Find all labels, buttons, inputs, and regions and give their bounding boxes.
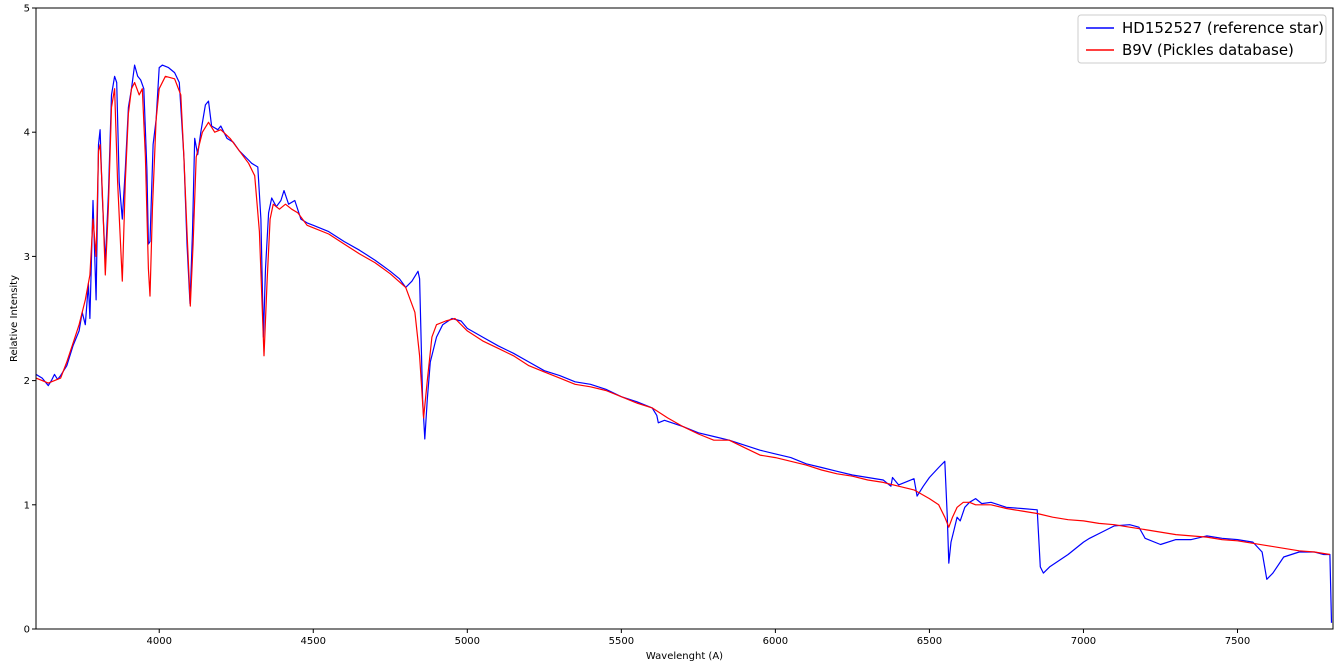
y-tick-label: 5: [24, 4, 30, 15]
y-axis-ticks: 0 1 2 3 4 5: [24, 4, 36, 636]
legend-label-1: HD152527 (reference star): [1122, 19, 1324, 37]
x-tick-label: 7500: [1225, 636, 1250, 647]
legend-label-2: B9V (Pickles database): [1122, 41, 1294, 59]
x-tick-label: 6500: [917, 636, 942, 647]
plot-lines: [36, 64, 1333, 623]
legend: HD152527 (reference star) B9V (Pickles da…: [1077, 14, 1327, 64]
y-tick-label: 2: [24, 376, 30, 387]
y-tick-label: 1: [24, 500, 30, 511]
x-tick-label: 5500: [609, 636, 634, 647]
x-axis-label: Wavelenght (A): [646, 651, 723, 662]
series-line-1: [36, 64, 1333, 623]
y-tick-label: 0: [24, 625, 30, 636]
y-tick-label: 4: [24, 128, 30, 139]
y-tick-label: 3: [24, 252, 30, 263]
x-axis-ticks: 4000 4500 5000 5500 6000 6500 7000 7500: [147, 629, 1250, 647]
legend-box: [1077, 14, 1327, 64]
x-tick-label: 6000: [763, 636, 788, 647]
x-tick-label: 5000: [455, 636, 480, 647]
series-line-2: [36, 75, 1330, 556]
x-tick-label: 4000: [147, 636, 172, 647]
x-tick-label: 4500: [301, 636, 326, 647]
axes-frame: [35, 7, 1334, 630]
y-axis-label: Relative Intensity: [9, 275, 20, 362]
x-tick-label: 7000: [1071, 636, 1096, 647]
